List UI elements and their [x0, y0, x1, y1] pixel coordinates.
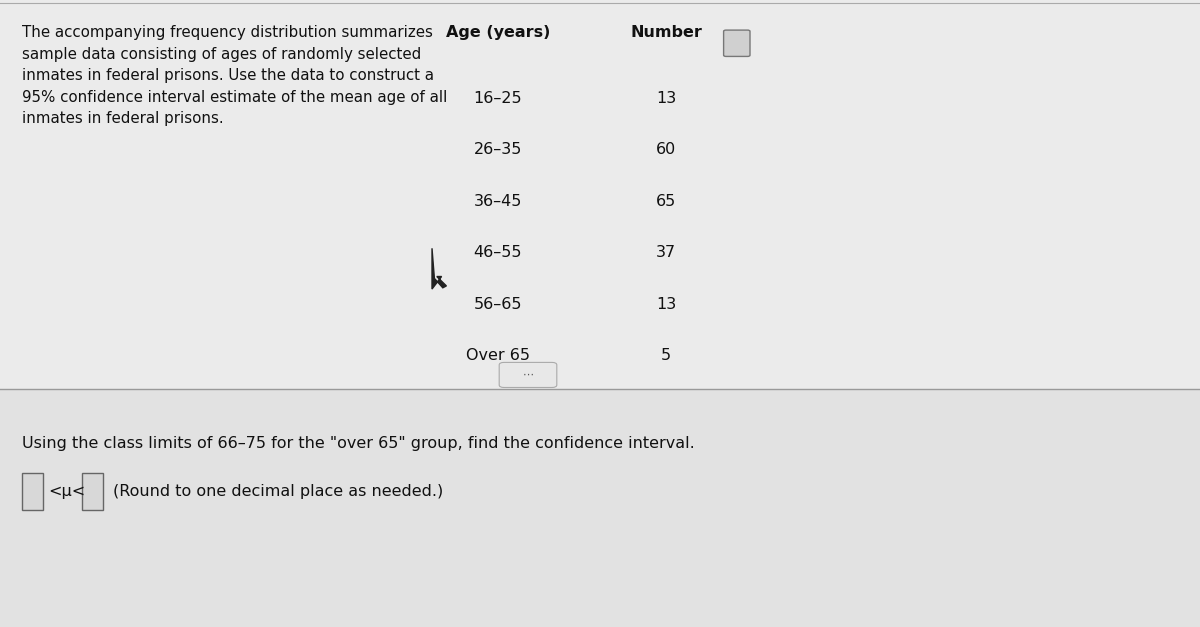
- FancyBboxPatch shape: [499, 362, 557, 387]
- Text: 36–45: 36–45: [474, 194, 522, 209]
- Text: Age (years): Age (years): [446, 25, 550, 40]
- Text: 37: 37: [656, 245, 676, 260]
- Text: The accompanying frequency distribution summarizes
sample data consisting of age: The accompanying frequency distribution …: [22, 25, 446, 127]
- Text: 65: 65: [656, 194, 676, 209]
- Text: 46–55: 46–55: [474, 245, 522, 260]
- Text: Number: Number: [630, 25, 702, 40]
- Bar: [0, 0, 1200, 389]
- Text: 13: 13: [656, 91, 676, 106]
- Text: 5: 5: [661, 348, 671, 363]
- Text: 26–35: 26–35: [474, 142, 522, 157]
- Text: 16–25: 16–25: [474, 91, 522, 106]
- Text: <μ<: <μ<: [48, 484, 85, 499]
- Bar: [0, 389, 1200, 627]
- Text: 13: 13: [656, 297, 676, 312]
- Text: ⋯: ⋯: [522, 370, 534, 380]
- FancyBboxPatch shape: [724, 30, 750, 56]
- Text: 60: 60: [656, 142, 676, 157]
- Polygon shape: [432, 248, 446, 289]
- Text: (Round to one decimal place as needed.): (Round to one decimal place as needed.): [113, 484, 443, 499]
- Text: 56–65: 56–65: [474, 297, 522, 312]
- Text: Over 65: Over 65: [466, 348, 530, 363]
- Bar: [82, 473, 103, 510]
- Bar: [22, 473, 43, 510]
- Text: Using the class limits of 66–75 for the "over 65" group, find the confidence int: Using the class limits of 66–75 for the …: [22, 436, 695, 451]
